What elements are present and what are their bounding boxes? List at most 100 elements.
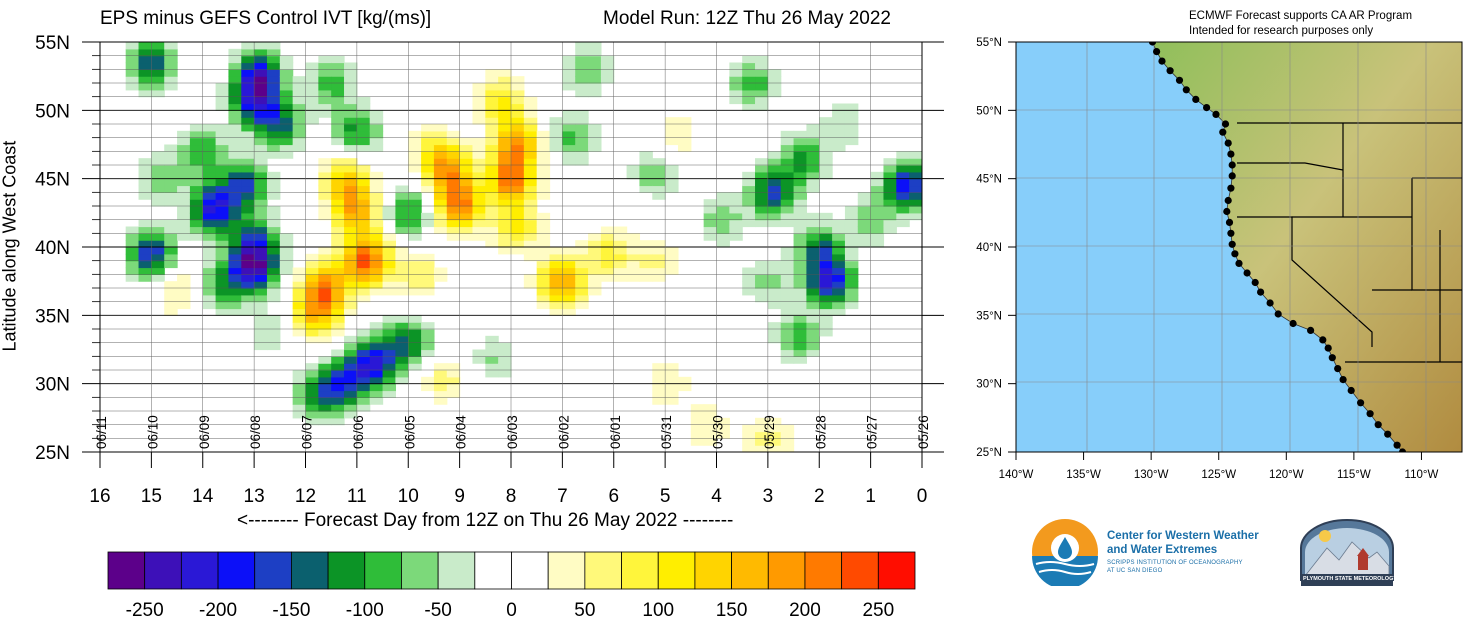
heat-cell	[716, 226, 730, 234]
heat-cell	[716, 212, 730, 221]
heat-cell	[369, 240, 384, 248]
heat-cell	[241, 124, 255, 132]
heat-cell	[369, 376, 384, 385]
heat-cell	[241, 151, 255, 159]
heat-cell	[806, 226, 820, 234]
heat-cell	[742, 281, 756, 289]
heat-cell	[575, 288, 589, 296]
heat-cell	[767, 260, 782, 269]
heat-cell	[151, 267, 165, 275]
heat-cell	[421, 130, 435, 139]
heat-cell	[266, 281, 281, 289]
heat-cell	[318, 411, 332, 419]
heat-cell	[433, 206, 448, 214]
heat-cell	[767, 329, 782, 337]
heat-cell	[780, 349, 795, 357]
heat-cell	[254, 233, 268, 241]
heat-cell	[600, 253, 615, 262]
heat-cell	[575, 281, 589, 289]
map-lat-label: 35°N	[976, 310, 1002, 322]
date-tick-label: 06/10	[145, 415, 160, 449]
heat-cell	[870, 206, 885, 214]
heat-cell	[241, 267, 255, 275]
heat-cell	[408, 206, 422, 214]
heat-cell	[164, 76, 178, 84]
heat-cell	[395, 363, 409, 371]
heat-cell	[318, 158, 332, 166]
heat-cell	[331, 185, 345, 193]
heat-cell	[215, 301, 230, 310]
date-tick-label: 05/30	[711, 415, 726, 449]
heat-cell	[588, 76, 602, 84]
heat-cell	[266, 212, 281, 221]
heat-cell	[215, 226, 230, 234]
heat-cell	[588, 89, 602, 98]
heat-cell	[433, 219, 448, 228]
heat-cell	[421, 137, 435, 146]
date-tick-label: 06/01	[608, 415, 623, 449]
heat-cell	[215, 281, 230, 289]
coast-point	[1319, 336, 1327, 344]
heat-cell	[511, 83, 525, 91]
state-borders	[1237, 122, 1462, 363]
heat-cell	[806, 294, 820, 303]
heat-cell	[254, 199, 268, 207]
heat-cell	[228, 308, 242, 316]
heat-cell	[254, 219, 268, 228]
heat-cell	[151, 42, 165, 50]
heat-cell	[793, 301, 808, 310]
heat-cell	[523, 151, 538, 159]
coast-point	[1227, 150, 1235, 158]
heat-cell	[331, 253, 345, 262]
heat-cell	[575, 89, 589, 98]
heat-cell	[305, 404, 319, 412]
heat-cell	[511, 192, 525, 200]
heat-cell	[806, 185, 820, 193]
heat-cell	[806, 178, 820, 187]
heat-cell	[331, 212, 345, 221]
heat-cell	[485, 192, 499, 200]
heat-cell	[755, 206, 769, 214]
heat-cell	[793, 226, 808, 234]
heat-cell	[125, 83, 140, 91]
heat-cell	[408, 151, 422, 159]
heat-cell	[472, 212, 486, 221]
heat-cell	[511, 206, 525, 214]
heat-cell	[318, 288, 332, 296]
heat-cell	[266, 96, 281, 105]
heat-cell	[536, 301, 551, 310]
heat-cell	[369, 110, 384, 118]
heat-cell	[780, 212, 795, 221]
heat-cell	[151, 55, 165, 64]
heat-cell	[536, 137, 551, 146]
heat-cell	[819, 151, 833, 159]
heat-cell	[613, 240, 628, 248]
heat-cell	[742, 171, 756, 180]
heat-cell	[498, 137, 512, 146]
heat-cell	[138, 185, 152, 193]
coast-point	[1221, 120, 1230, 128]
heat-cell	[665, 247, 679, 255]
heat-cell	[228, 48, 242, 57]
heat-cell	[793, 335, 808, 344]
heat-cell	[305, 288, 319, 296]
heat-cell	[703, 233, 718, 241]
heat-cell	[164, 48, 178, 57]
heat-cell	[433, 199, 448, 207]
heat-cell	[549, 267, 563, 275]
heat-cell	[832, 267, 846, 275]
x-tick-label: 10	[398, 486, 419, 507]
heat-cell	[677, 130, 692, 139]
heat-cell	[202, 219, 217, 228]
heat-cell	[331, 363, 345, 371]
heat-cell	[459, 192, 474, 200]
heat-cell	[446, 226, 461, 234]
heat-cell	[767, 151, 782, 159]
x-tick-label: 15	[141, 486, 162, 507]
coast-point	[1228, 172, 1236, 180]
model-run-title: Model Run: 12Z Thu 26 May 2022	[603, 8, 891, 29]
heat-cell	[652, 240, 666, 248]
heat-cell	[780, 165, 795, 173]
heat-cell	[562, 301, 576, 310]
heat-cell	[356, 349, 371, 357]
